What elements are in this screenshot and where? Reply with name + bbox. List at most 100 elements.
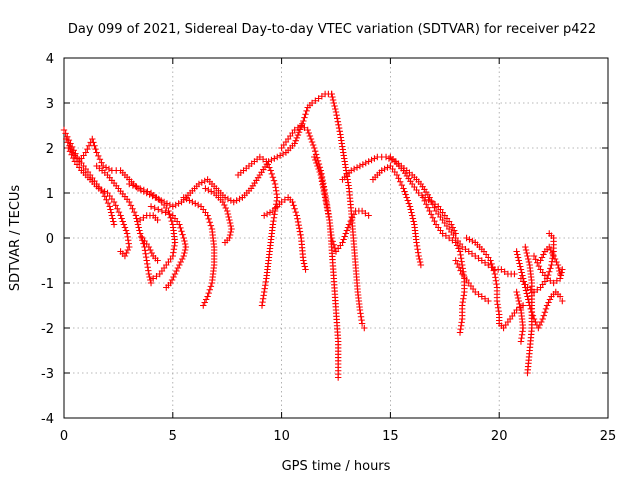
data-point xyxy=(350,165,358,173)
data-point xyxy=(297,122,305,129)
data-point xyxy=(269,174,277,181)
data-point xyxy=(312,156,319,164)
data-point xyxy=(384,164,391,171)
y-axis-label: SDTVAR / TECUs xyxy=(8,185,23,292)
data-point xyxy=(227,197,235,204)
data-point xyxy=(478,257,485,264)
data-point xyxy=(321,194,329,201)
data-point xyxy=(292,208,299,216)
x-axis-label: GPS time / hours xyxy=(282,459,391,474)
data-point xyxy=(224,210,232,218)
data-point xyxy=(334,374,342,381)
data-point xyxy=(293,212,301,219)
x-tick-label: 0 xyxy=(60,429,68,444)
data-point xyxy=(62,130,69,137)
data-point xyxy=(192,200,199,207)
data-point xyxy=(535,324,542,332)
data-point xyxy=(532,318,539,326)
data-point xyxy=(66,148,74,155)
data-point xyxy=(206,286,213,293)
data-point xyxy=(408,212,416,219)
data-point xyxy=(95,185,103,192)
data-point xyxy=(98,159,105,166)
data-point xyxy=(233,197,240,204)
data-point xyxy=(205,186,212,194)
data-point xyxy=(371,155,378,162)
data-point xyxy=(515,257,522,264)
data-point xyxy=(481,295,489,302)
data-point xyxy=(115,208,123,216)
data-point xyxy=(112,202,119,209)
data-point xyxy=(147,203,155,210)
y-tick-label: -1 xyxy=(41,277,54,292)
data-point xyxy=(424,204,432,211)
data-point xyxy=(313,159,320,167)
data-point xyxy=(90,139,97,146)
data-point xyxy=(421,197,428,205)
data-point xyxy=(325,210,332,217)
data-point xyxy=(294,131,302,139)
data-point xyxy=(524,284,531,291)
data-point xyxy=(120,221,128,228)
data-point xyxy=(225,213,232,221)
data-point xyxy=(292,137,299,144)
data-point xyxy=(331,102,338,110)
data-point xyxy=(295,221,302,229)
data-point xyxy=(155,206,162,213)
data-point xyxy=(136,227,143,234)
data-point xyxy=(114,205,121,212)
data-point xyxy=(195,180,203,188)
data-point xyxy=(431,204,438,211)
data-point xyxy=(106,203,113,210)
series-track-3 xyxy=(65,144,133,260)
data-point xyxy=(513,248,520,255)
data-point xyxy=(163,200,171,207)
series-track-5 xyxy=(126,180,179,282)
data-point xyxy=(362,159,369,167)
data-point xyxy=(126,180,133,188)
data-point xyxy=(230,198,237,206)
data-point xyxy=(537,257,544,264)
series-track-15 xyxy=(311,153,372,255)
data-point xyxy=(321,191,328,198)
data-point xyxy=(70,154,77,162)
data-point xyxy=(539,315,546,323)
data-point xyxy=(176,221,183,228)
data-point xyxy=(302,111,309,118)
data-point xyxy=(149,192,156,200)
series-track-9 xyxy=(180,194,218,309)
data-point xyxy=(267,167,274,174)
tick-layer: 0 5 10 15 20 25 -4 -3 -2 -1 0 1 2 3 4 xyxy=(41,52,616,444)
data-point xyxy=(429,214,437,221)
data-point xyxy=(319,181,326,188)
data-point xyxy=(556,270,564,278)
data-point xyxy=(468,250,476,257)
data-point xyxy=(341,233,348,240)
data-point xyxy=(85,142,93,149)
x-tick-label: 15 xyxy=(382,429,399,444)
data-point xyxy=(136,185,144,192)
y-tick-label: -3 xyxy=(41,367,54,382)
data-point xyxy=(82,149,89,156)
data-point xyxy=(109,215,116,222)
data-point xyxy=(110,198,118,206)
data-point xyxy=(314,162,321,170)
data-point xyxy=(170,273,177,281)
data-point xyxy=(519,302,527,309)
data-point xyxy=(353,164,361,171)
data-point xyxy=(340,236,347,243)
data-point xyxy=(532,256,539,263)
data-point xyxy=(271,155,278,162)
data-point xyxy=(358,320,366,327)
series-track-14 xyxy=(328,90,368,332)
x-tick-label: 5 xyxy=(169,429,177,444)
data-point xyxy=(487,257,494,264)
data-point xyxy=(206,219,213,226)
data-point xyxy=(544,271,552,279)
data-point xyxy=(378,167,385,174)
data-point xyxy=(454,260,461,268)
data-point xyxy=(398,181,406,189)
y-tick-label: 1 xyxy=(46,187,54,202)
data-point xyxy=(416,258,424,266)
